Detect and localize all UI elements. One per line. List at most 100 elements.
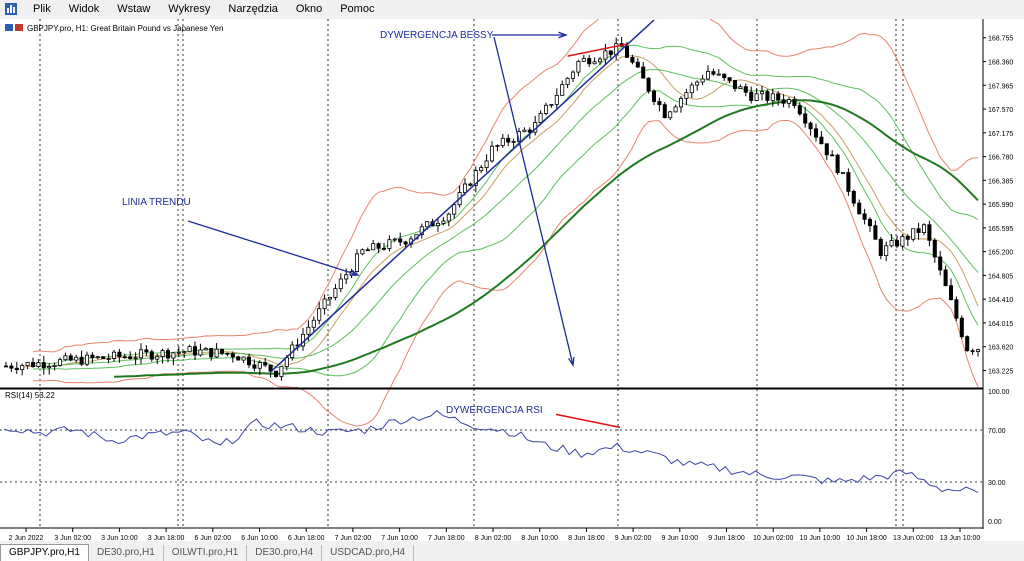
candle-body xyxy=(214,348,219,358)
candle-body xyxy=(344,274,349,280)
candle-body xyxy=(479,167,484,172)
candle-body xyxy=(867,218,873,227)
chart-canvas[interactable]: 168.755 168.360 167.965 167.570 167.175 166.7… xyxy=(0,19,1024,541)
candle-body xyxy=(192,346,198,356)
candle-body xyxy=(911,228,916,240)
candle-body xyxy=(603,50,608,60)
candle-body xyxy=(921,224,927,233)
rsi-panel xyxy=(3,410,979,493)
menu-file[interactable]: Plik xyxy=(33,3,51,15)
candle-body xyxy=(786,99,792,104)
menu-tools[interactable]: Narzędzia xyxy=(228,3,278,15)
candle-body xyxy=(473,170,478,186)
time-axis-label: 9 Jun 02:00 xyxy=(615,535,652,541)
candle-body xyxy=(749,91,754,101)
candle-body xyxy=(198,349,203,356)
candle-body xyxy=(425,221,430,228)
time-axis-label: 7 Jun 02:00 xyxy=(335,535,372,541)
time-axis-label: 2 Jun 2022 xyxy=(9,535,44,541)
candle-body xyxy=(889,240,894,247)
candle-body xyxy=(236,356,241,361)
annotation-arrowhead xyxy=(568,356,575,367)
candle-body xyxy=(900,235,905,247)
menu-help[interactable]: Pomoc xyxy=(340,3,375,15)
candle-body xyxy=(263,362,268,366)
time-axis-label: 3 Jun 18:00 xyxy=(148,535,185,541)
ma-mid xyxy=(32,69,979,367)
candle-body xyxy=(500,137,505,146)
candle-body xyxy=(759,91,765,95)
axes: 168.755 168.360 167.965 167.570 167.175 166.7… xyxy=(0,19,1013,541)
time-axis-label: 13 Jun 02:00 xyxy=(893,535,934,541)
price-divergence-line xyxy=(567,43,628,57)
candle-body xyxy=(668,111,673,119)
chart-window[interactable]: 168.755 168.360 167.965 167.570 167.175 166.7… xyxy=(0,19,1024,541)
candle-body xyxy=(311,319,316,328)
menu-view[interactable]: Widok xyxy=(68,3,100,15)
candle-body xyxy=(306,326,311,335)
candle-body xyxy=(576,60,581,73)
candle-body xyxy=(570,71,576,79)
indicator-lines xyxy=(22,19,979,427)
tab-de30-h4[interactable]: DE30.pro,H4 xyxy=(247,545,323,561)
candle-body xyxy=(716,73,721,76)
candle-body xyxy=(927,224,932,241)
candle-body xyxy=(754,93,759,101)
tab-usdcad[interactable]: USDCAD.pro,H4 xyxy=(322,545,415,561)
candle-body xyxy=(538,113,543,123)
candle-body xyxy=(74,356,79,361)
chart-header: GBPJPY.pro, H1: Great Britain Pound vs J… xyxy=(5,24,223,33)
time-axis-label: 3 Jun 10:00 xyxy=(101,535,138,541)
candle-body xyxy=(597,58,603,63)
candle-body xyxy=(279,366,284,377)
price-axis-label: 164.410 xyxy=(988,297,1013,304)
candle-body xyxy=(819,136,824,145)
candle-body xyxy=(792,99,797,107)
candle-body xyxy=(948,285,954,301)
chart-window-icon-2 xyxy=(15,24,23,31)
candle-body xyxy=(187,346,192,353)
rsi-axis-label: 0.00 xyxy=(988,519,1002,526)
candle-body xyxy=(700,78,705,83)
candle-body xyxy=(673,106,678,113)
time-axis-label: 9 Jun 10:00 xyxy=(662,535,699,541)
candle-body xyxy=(657,101,662,106)
candle-body xyxy=(111,351,117,359)
candle-body xyxy=(144,349,149,353)
candle-body xyxy=(25,362,30,366)
candle-body xyxy=(20,365,25,371)
candle-body xyxy=(338,278,343,290)
price-axis-label: 165.990 xyxy=(988,202,1013,209)
candle-body xyxy=(781,99,786,104)
tab-oilwti[interactable]: OILWTI.pro,H1 xyxy=(164,545,248,561)
menu-insert[interactable]: Wstaw xyxy=(117,3,151,15)
candle-body xyxy=(398,238,403,243)
tab-de30-h1[interactable]: DE30.pro,H1 xyxy=(89,545,164,561)
price-axis-label: 165.200 xyxy=(988,250,1013,257)
candle-body xyxy=(705,71,711,80)
candle-body xyxy=(959,317,964,338)
candle-body xyxy=(160,350,165,358)
candle-body xyxy=(803,113,808,124)
candle-body xyxy=(230,353,235,358)
chart-title: GBPJPY.pro, H1: Great Britain Pound vs J… xyxy=(27,24,223,33)
candle-body xyxy=(106,358,111,360)
candle-body xyxy=(905,235,910,240)
menu-window[interactable]: Okno xyxy=(295,3,323,15)
menu-charts[interactable]: Wykresy xyxy=(168,3,211,15)
candle-body xyxy=(527,129,532,133)
ma-short xyxy=(22,55,979,368)
candle-body xyxy=(484,160,489,168)
candle-body xyxy=(592,61,597,65)
price-axis-label: 164.015 xyxy=(988,321,1013,328)
candle-body xyxy=(743,86,748,93)
candle-body xyxy=(468,183,473,186)
tab-gbpjpy[interactable]: GBPJPY.pro,H1 xyxy=(0,544,89,561)
candle-body xyxy=(678,98,684,108)
candle-body xyxy=(495,145,500,147)
candle-body xyxy=(52,364,57,367)
time-axis-label: 7 Jun 18:00 xyxy=(428,535,465,541)
candle-body xyxy=(506,137,511,143)
candle-body xyxy=(122,356,127,359)
candle-body xyxy=(452,204,457,215)
